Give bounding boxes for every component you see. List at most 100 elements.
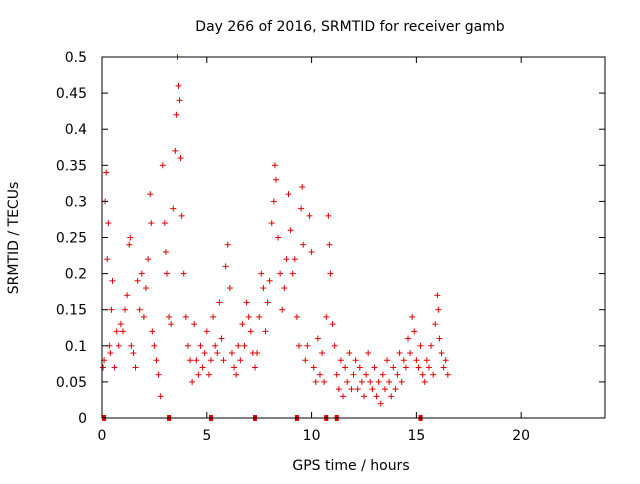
x-tick-label: 5: [202, 428, 211, 444]
data-point: [275, 234, 282, 241]
x-tick-label: 10: [303, 428, 321, 444]
data-point: [306, 212, 313, 219]
data-point: [100, 364, 107, 371]
data-point: [262, 328, 269, 335]
data-point: [203, 328, 210, 335]
data-point: [148, 220, 155, 227]
data-point: [390, 364, 397, 371]
data-point: [113, 328, 120, 335]
data-point: [360, 393, 367, 400]
data-point: [108, 306, 115, 313]
data-point: [438, 350, 445, 357]
data-point: [216, 299, 223, 306]
data-point: [233, 371, 240, 378]
data-point: [231, 364, 238, 371]
data-point: [104, 256, 111, 263]
data-point: [226, 285, 233, 292]
data-point: [299, 183, 306, 190]
data-point: [384, 357, 391, 364]
x-tick-label: 0: [98, 428, 107, 444]
data-point: [321, 378, 328, 385]
data-point: [140, 313, 147, 320]
y-tick-label: 0: [78, 411, 87, 427]
data-point: [300, 241, 307, 248]
data-point: [207, 357, 214, 364]
data-point: [310, 364, 317, 371]
data-point: [444, 371, 451, 378]
data-point: [268, 220, 275, 227]
data-point: [379, 371, 386, 378]
data-point: [212, 342, 219, 349]
data-point: [337, 357, 344, 364]
data-point: [417, 342, 424, 349]
data-point: [419, 371, 426, 378]
data-point: [400, 357, 407, 364]
data-point: [415, 364, 422, 371]
data-point: [423, 357, 430, 364]
data-point: [302, 357, 309, 364]
y-axis-label: SRMTID / TECUs: [6, 182, 22, 295]
data-point: [128, 342, 135, 349]
data-point: [316, 371, 323, 378]
data-point: [277, 270, 284, 277]
data-point: [296, 342, 303, 349]
data-point: [413, 357, 420, 364]
y-tick-label: 0.5: [65, 50, 87, 66]
data-point: [314, 335, 321, 342]
data-point: [323, 313, 330, 320]
data-point: [367, 378, 374, 385]
data-point: [283, 256, 290, 263]
data-point: [281, 285, 288, 292]
data-point: [187, 357, 194, 364]
data-point: [132, 364, 139, 371]
data-point: [205, 371, 212, 378]
y-tick-label: 0.25: [56, 231, 87, 247]
data-point: [127, 234, 134, 241]
y-tick-label: 0.35: [56, 158, 87, 174]
data-point: [346, 350, 353, 357]
data-point: [386, 378, 393, 385]
data-point: [358, 378, 365, 385]
data-point: [279, 306, 286, 313]
data-point: [264, 299, 271, 306]
data-point: [151, 342, 158, 349]
data-point: [304, 342, 311, 349]
data-point: [173, 111, 180, 118]
data-point: [398, 378, 405, 385]
data-point: [105, 220, 112, 227]
data-point: [350, 371, 357, 378]
data-point: [266, 277, 273, 284]
data-point: [159, 162, 166, 169]
x-axis-label: GPS time / hours: [292, 458, 409, 474]
data-point: [251, 364, 258, 371]
chart-title: Day 266 of 2016, SRMTID for receiver gam…: [195, 19, 505, 35]
data-point: [344, 378, 351, 385]
y-tick-label: 0.3: [65, 194, 87, 210]
data-point: [168, 321, 175, 328]
data-point: [193, 357, 200, 364]
data-point: [256, 313, 263, 320]
data-point: [289, 270, 296, 277]
data-point: [430, 371, 437, 378]
data-point: [271, 162, 278, 169]
data-point: [243, 299, 250, 306]
data-point: [287, 227, 294, 234]
data-point: [369, 386, 376, 393]
data-point: [442, 357, 449, 364]
data-point: [392, 386, 399, 393]
y-tick-label: 0.1: [65, 339, 87, 355]
data-point: [117, 321, 124, 328]
data-point: [312, 378, 319, 385]
data-point: [245, 313, 252, 320]
data-point: [155, 371, 162, 378]
data-point: [434, 292, 441, 299]
y-tick-label: 0.05: [56, 375, 87, 391]
data-point: [134, 277, 141, 284]
data-point: [402, 364, 409, 371]
data-point: [111, 364, 118, 371]
data-point: [166, 313, 173, 320]
data-points-layer: [100, 54, 451, 407]
data-point: [404, 335, 411, 342]
axes-layer: 0 0.05 0.1 0.15 0.2 0.25 0.3 0.35 0.4 0.45 0.5 0 5 10…: [56, 50, 606, 444]
